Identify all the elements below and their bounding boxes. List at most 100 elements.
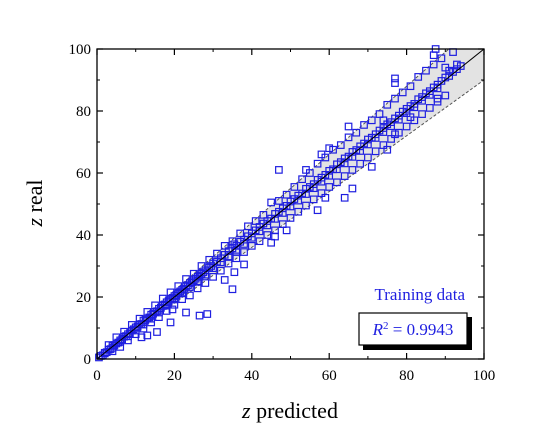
data-point <box>116 338 125 346</box>
y-tick-label: 80 <box>76 104 91 120</box>
data-point <box>178 295 186 304</box>
data-point <box>201 279 210 287</box>
data-point <box>317 150 326 159</box>
r2-box: R2 = 0.9943 <box>358 312 472 350</box>
data-point <box>255 237 264 246</box>
data-point <box>391 94 399 103</box>
data-point <box>143 308 152 316</box>
data-point <box>195 311 204 320</box>
data-point <box>228 237 237 246</box>
data-point <box>321 193 330 202</box>
data-point <box>286 214 295 222</box>
y-axis-title-italic: z <box>22 218 47 228</box>
data-point <box>139 324 148 333</box>
data-point <box>170 300 179 309</box>
data-point <box>162 307 171 315</box>
x-tick-label: 20 <box>167 368 182 384</box>
data-point <box>344 152 353 161</box>
data-point <box>205 263 214 272</box>
r2-box-frame <box>358 312 468 346</box>
y-axis-ticks: 0 20 40 60 80 100 <box>69 42 484 368</box>
data-point <box>186 291 194 300</box>
data-point <box>379 116 388 125</box>
data-point <box>166 318 175 327</box>
identity-line <box>96 48 485 360</box>
data-point <box>395 128 403 137</box>
data-point <box>294 207 303 216</box>
data-point <box>251 217 260 225</box>
data-point <box>209 273 217 281</box>
r2-symbol: R <box>372 320 384 339</box>
data-point <box>263 217 272 225</box>
data-point <box>406 82 415 91</box>
data-point <box>422 66 430 75</box>
data-point <box>267 238 275 247</box>
data-point <box>127 321 136 329</box>
data-point <box>336 141 345 149</box>
data-point <box>182 275 190 283</box>
y-tick-label: 0 <box>84 352 92 368</box>
data-point <box>348 184 357 193</box>
data-point <box>282 226 291 235</box>
data-point <box>267 198 275 207</box>
data-point <box>259 211 268 219</box>
data-point <box>282 202 291 210</box>
data-point <box>375 110 384 118</box>
x-tick-label: 80 <box>399 368 414 384</box>
data-point <box>240 260 248 269</box>
x-tick-label: 100 <box>473 368 496 384</box>
data-point <box>104 341 113 349</box>
data-point <box>356 159 365 168</box>
data-point <box>137 333 146 342</box>
data-point <box>445 72 454 80</box>
band-lower-bound <box>96 79 485 360</box>
identity-line-group <box>96 48 485 360</box>
data-point <box>325 183 334 191</box>
data-point <box>309 195 318 204</box>
data-point <box>151 301 159 310</box>
data-point <box>340 193 349 202</box>
data-point <box>158 294 167 303</box>
data-point <box>174 282 183 290</box>
data-point <box>220 242 229 250</box>
x-axis-title: z predicted <box>241 398 338 423</box>
data-point <box>271 232 279 241</box>
y-axis-title: z real <box>22 179 47 227</box>
data-point <box>371 147 380 156</box>
data-point <box>329 165 337 174</box>
y-tick-label: 100 <box>69 42 92 58</box>
data-point <box>197 262 206 270</box>
data-point <box>383 100 392 109</box>
data-point <box>278 220 287 228</box>
data-point <box>348 166 357 174</box>
data-point <box>453 60 461 69</box>
data-point <box>116 343 125 351</box>
data-point <box>205 255 214 264</box>
data-point <box>240 248 248 256</box>
y-tick-label: 60 <box>76 166 91 182</box>
data-point <box>360 139 368 148</box>
data-point <box>129 325 138 334</box>
data-point <box>298 175 306 184</box>
data-point <box>155 313 163 321</box>
data-point <box>313 206 322 215</box>
data-point <box>267 214 275 223</box>
data-point <box>228 285 237 294</box>
data-point <box>224 259 233 268</box>
data-point <box>391 74 399 83</box>
data-point <box>275 166 283 174</box>
data-point <box>290 183 299 191</box>
data-point <box>135 314 144 323</box>
data-point <box>120 327 128 336</box>
data-point <box>367 162 376 171</box>
r2-superscript: 2 <box>383 320 389 332</box>
data-point <box>317 189 326 197</box>
data-point <box>325 144 334 153</box>
data-point <box>414 73 423 81</box>
data-point <box>379 141 388 149</box>
data-point <box>263 231 272 239</box>
x-axis-title-rest: predicted <box>251 398 338 423</box>
data-point <box>391 130 399 139</box>
data-point <box>220 276 229 284</box>
